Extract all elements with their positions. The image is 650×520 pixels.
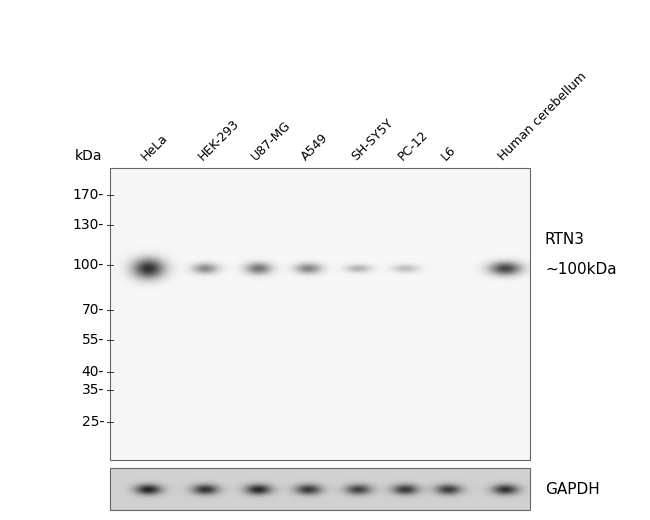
Text: 70-: 70- bbox=[82, 303, 104, 317]
Bar bbox=[110, 168, 530, 460]
Text: GAPDH: GAPDH bbox=[545, 482, 600, 497]
Text: 130-: 130- bbox=[73, 218, 104, 232]
Text: 40-: 40- bbox=[82, 365, 104, 379]
Text: PC-12: PC-12 bbox=[396, 128, 431, 163]
Text: A549: A549 bbox=[299, 131, 331, 163]
Text: 35-: 35- bbox=[82, 383, 104, 397]
Text: SH-SY5Y: SH-SY5Y bbox=[349, 116, 396, 163]
Text: 55-: 55- bbox=[82, 333, 104, 347]
Text: 100-: 100- bbox=[73, 258, 104, 272]
Bar bbox=[110, 468, 530, 510]
Text: ~100kDa: ~100kDa bbox=[545, 263, 617, 278]
Text: 25-: 25- bbox=[82, 415, 104, 429]
Text: Human cerebellum: Human cerebellum bbox=[496, 70, 589, 163]
Text: 170-: 170- bbox=[73, 188, 104, 202]
Text: kDa: kDa bbox=[75, 149, 102, 163]
Text: HeLa: HeLa bbox=[139, 131, 170, 163]
Text: L6: L6 bbox=[439, 144, 458, 163]
Text: RTN3: RTN3 bbox=[545, 232, 585, 248]
Text: U87-MG: U87-MG bbox=[249, 119, 293, 163]
Text: HEK-293: HEK-293 bbox=[196, 117, 242, 163]
